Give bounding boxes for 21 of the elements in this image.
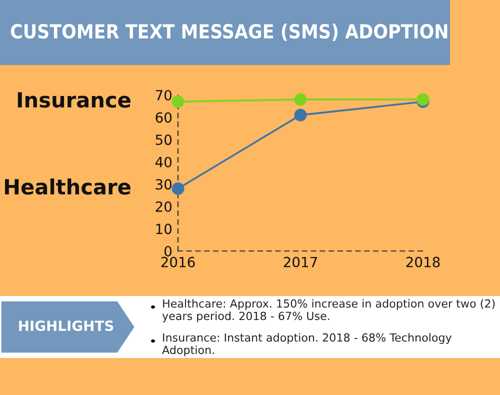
y-tick-label: 60	[156, 112, 172, 123]
point	[172, 182, 184, 195]
text: Healthcare: Approx. 150% increase in adoption over two (2) years period. 2018 - 67% Use.	[162, 299, 495, 322]
text: Insurance: Instant adoption. 2018 - 68% Technology Adoption.	[162, 333, 452, 356]
point	[294, 93, 307, 106]
x-tick-label: 2017	[284, 256, 317, 268]
point	[294, 108, 307, 122]
y-tick-label: 50	[156, 134, 172, 146]
text: Insurance	[18, 92, 130, 108]
text: Healthcare	[4, 178, 130, 195]
y-tick-label: 0	[164, 246, 172, 256]
point	[172, 95, 184, 108]
y-tick-label: 40	[155, 156, 172, 168]
y-tick-label: 70	[156, 90, 172, 100]
chart-title: CUSTOMER TEXT MESSAGE (SMS) ADOPTION	[10, 24, 448, 41]
x-tick-label: 2016	[161, 256, 195, 268]
y-tick-label: 10	[156, 224, 172, 234]
y-tick-label: 20	[156, 201, 172, 212]
y-tick-label: 30	[156, 179, 172, 190]
text: HIGHLIGHTS	[19, 320, 114, 332]
x-tick-label: 2018	[406, 256, 440, 268]
